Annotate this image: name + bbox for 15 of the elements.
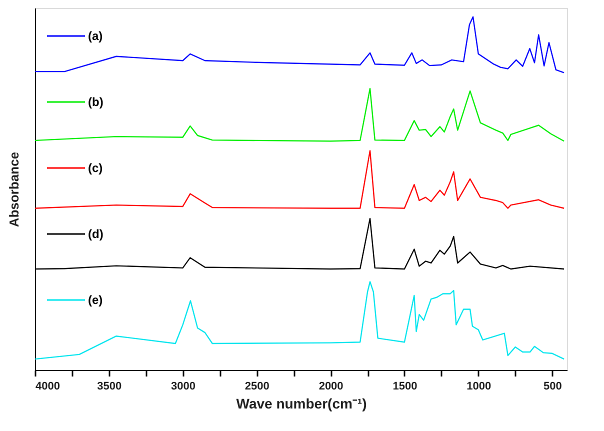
x-tick-label: 500	[544, 380, 562, 392]
x-tick-label: 2500	[244, 380, 270, 392]
x-tick-label: 4000	[36, 380, 60, 392]
x-tick-label: 1500	[392, 380, 418, 392]
y-axis-title: Absorbance	[6, 152, 22, 228]
x-axis-title: Wave number(cm⁻¹)	[236, 396, 367, 412]
legend-label: (c)	[88, 161, 103, 175]
x-tick-label: 3500	[97, 380, 122, 392]
x-tick-label: 3000	[171, 380, 196, 392]
legend-label: (b)	[88, 95, 104, 109]
legend-label: (e)	[88, 293, 103, 307]
legend-label: (a)	[88, 29, 103, 43]
x-tick-label: 2000	[318, 380, 344, 392]
x-tick-label: 1000	[466, 380, 492, 392]
legend-label: (d)	[88, 227, 104, 241]
